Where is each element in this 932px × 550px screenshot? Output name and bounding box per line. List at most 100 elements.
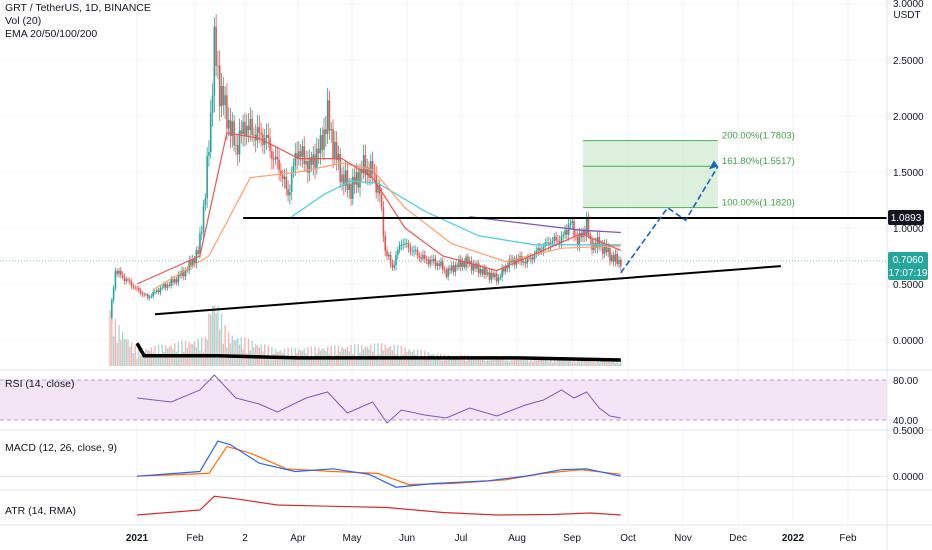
volume-bar <box>220 313 223 366</box>
candle-body <box>242 121 244 134</box>
candle-body <box>398 244 401 251</box>
volume-bar <box>380 343 383 366</box>
candle-body <box>503 268 505 272</box>
volume-bar <box>512 360 514 366</box>
volume-bar <box>201 337 203 366</box>
volume-bar <box>544 360 546 366</box>
candle-body <box>166 284 169 288</box>
volume-bar <box>589 359 591 366</box>
volume-bar <box>134 346 136 366</box>
volume-bar <box>438 358 440 366</box>
volume-bar <box>496 358 498 366</box>
volume-bar <box>375 354 377 366</box>
volume-bar <box>451 355 453 366</box>
candle-body <box>567 224 570 235</box>
candle-body <box>134 287 137 289</box>
volume-legend[interactable]: Vol (20) <box>5 15 42 27</box>
macd-axis[interactable]: 0.5000 0.0000 <box>893 426 924 483</box>
candle-body <box>298 151 300 160</box>
last-price-badge-bg <box>888 252 928 280</box>
candle-body <box>384 236 386 251</box>
candle-body <box>251 118 253 136</box>
candle-body <box>422 254 424 259</box>
rsi-band <box>0 380 887 420</box>
atr-legend[interactable]: ATR (14, RMA) <box>5 505 76 517</box>
volume-bar <box>467 355 469 366</box>
candle-body <box>224 95 226 106</box>
candle-body <box>321 135 324 150</box>
volume-bar <box>454 356 457 366</box>
ema-legend[interactable]: EMA 20/50/100/200 <box>5 28 98 40</box>
price-axis[interactable]: USDT 3.0000 2.5000 2.0000 1.5000 1.0000 0.500… <box>893 0 924 347</box>
price-tick-label: 0.0000 <box>893 336 924 347</box>
candle-body <box>159 287 162 293</box>
candle-body <box>481 269 484 275</box>
candle-body <box>456 264 458 268</box>
volume-bar <box>219 329 221 366</box>
date-tick-label: 2022 <box>782 533 805 544</box>
candle-body <box>249 118 252 131</box>
date-tick-label: 2021 <box>126 533 149 544</box>
fib-level-label: 200.00%(1.7803) <box>722 131 795 142</box>
fib-level-label: 161.80%(1.5517) <box>722 156 795 167</box>
macd-tick-label: 0.5000 <box>893 426 924 437</box>
symbol-legend[interactable]: GRT / TetherUS, 1D, BINANCE Vol (20) EMA… <box>5 2 151 41</box>
candle-body <box>386 250 388 257</box>
candle-body <box>557 240 559 242</box>
candle-body <box>535 250 538 254</box>
volume-bar <box>452 356 455 366</box>
volume-bar <box>531 361 534 366</box>
volume-bar <box>308 355 311 366</box>
volume-bars <box>109 306 622 366</box>
volume-bar <box>111 306 113 366</box>
volume-bar <box>612 360 615 366</box>
candle-body <box>467 256 469 265</box>
candle-body <box>537 248 539 251</box>
candle-body <box>274 156 277 160</box>
candle-body <box>121 275 124 277</box>
candle-body <box>319 135 322 154</box>
rsi-axis[interactable]: 80.00 40.00 <box>893 376 918 427</box>
candle-body <box>190 260 192 266</box>
volume-bar <box>472 357 475 366</box>
indicator-lines <box>0 374 887 516</box>
candle-body <box>161 287 163 289</box>
candle-body <box>179 274 181 276</box>
candle-body <box>289 192 291 196</box>
rsi-legend[interactable]: RSI (14, close) <box>5 378 75 390</box>
macd-legend[interactable]: MACD (12, 26, close, 9) <box>5 442 118 454</box>
candle-body <box>485 267 487 275</box>
candle-body <box>193 258 196 264</box>
fib-extension-box[interactable]: 200.00%(1.7803) 161.80%(1.5517) 100.00%(1.… <box>583 131 795 209</box>
candle-body <box>585 218 588 236</box>
candle-body <box>350 183 352 199</box>
candle-body <box>359 168 361 188</box>
candle-body <box>314 154 316 170</box>
candle-body <box>258 127 261 133</box>
volume-bar <box>193 341 196 366</box>
fib-zone <box>583 140 718 208</box>
candle-body <box>580 233 583 238</box>
candle-body <box>206 155 208 199</box>
candle-body <box>551 241 554 244</box>
candle-body <box>290 172 293 193</box>
volume-bar <box>506 356 509 366</box>
volume-bar <box>330 345 332 366</box>
candle-body <box>566 230 568 235</box>
candle-body <box>594 243 597 248</box>
volume-bar <box>431 354 433 366</box>
trend-drawings[interactable] <box>154 160 887 316</box>
date-tick-label: Feb <box>186 533 204 544</box>
candle-body <box>558 241 561 244</box>
candle-body <box>278 159 280 171</box>
candle-body <box>362 154 365 174</box>
symbol-title[interactable]: GRT / TetherUS, 1D, BINANCE <box>5 2 151 14</box>
volume-bar <box>114 318 117 366</box>
volume-bar <box>492 359 494 366</box>
volume-bar <box>183 351 185 366</box>
volume-bar <box>265 355 268 366</box>
date-axis[interactable]: 2021 Feb 2 Apr May Jun Jul Aug Sep Oct Nov Dec 2022 F… <box>126 533 857 544</box>
candle-body <box>245 125 248 137</box>
candle-body <box>211 95 214 113</box>
